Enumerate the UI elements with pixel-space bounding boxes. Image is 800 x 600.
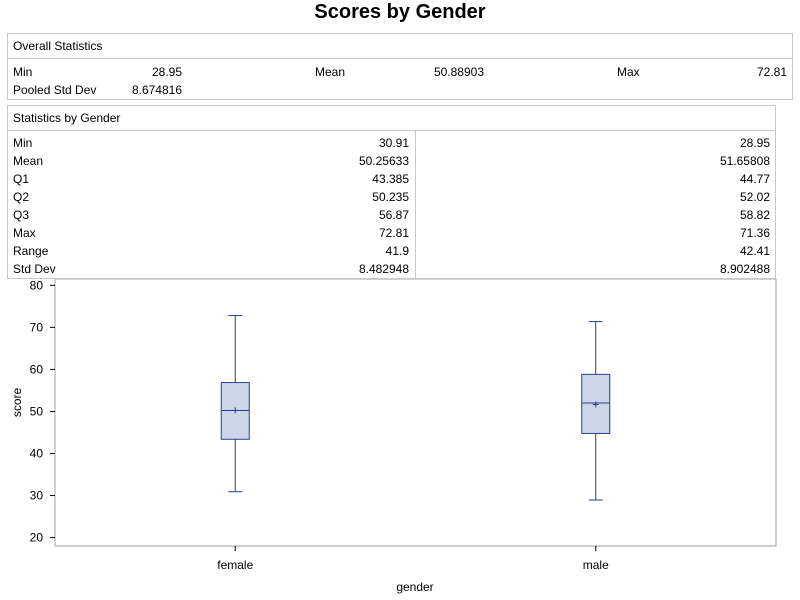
stat-male-value: 28.95 — [739, 136, 770, 150]
overall-pooled-std-dev-label: Pooled Std Dev — [13, 83, 97, 97]
statistics-by-gender-table: Statistics by Gender Min 30.91 28.95 Mean 50… — [7, 105, 776, 279]
stat-male-value: 71.36 — [739, 226, 770, 240]
stat-male-value: 58.82 — [739, 208, 770, 222]
stat-male-value: 51.65808 — [719, 154, 770, 168]
stat-row-label: Min — [13, 136, 33, 150]
y-tick-label: 60 — [30, 362, 44, 376]
stat-male-value: 42.41 — [739, 244, 770, 258]
stat-row-label: Max — [13, 226, 36, 240]
overall-mean-value: 50.88903 — [433, 65, 484, 79]
box-plot-chart: 20 30 40 50 60 70 80 score female male gender — [10, 279, 777, 594]
stat-female-value: 50.235 — [372, 190, 409, 204]
overall-max-value: 72.81 — [756, 65, 787, 79]
x-tick-label: male — [583, 558, 609, 572]
overall-statistics-table: Overall Statistics Min 28.95 Mean 50.889… — [7, 33, 793, 100]
overall-min-label: Min — [13, 65, 33, 79]
overall-statistics-header: Overall Statistics — [8, 34, 792, 59]
y-axis-label: score — [10, 388, 24, 418]
stat-female-value: 72.81 — [378, 226, 409, 240]
y-tick-label: 20 — [30, 531, 44, 545]
x-axis-label: gender — [396, 580, 433, 594]
y-tick-label: 50 — [30, 404, 44, 418]
stat-row-label: Q3 — [13, 208, 30, 222]
stat-male-value: 8.902488 — [719, 262, 770, 276]
stat-female-value: 50.25633 — [358, 154, 409, 168]
column-divider — [415, 130, 416, 278]
stat-female-value: 41.9 — [385, 244, 409, 258]
stat-male-value: 52.02 — [739, 190, 770, 204]
stat-row-label: Q1 — [13, 172, 30, 186]
plot-frame — [54, 279, 777, 547]
overall-max-label: Max — [617, 65, 640, 79]
overall-pooled-std-dev-value: 8.674816 — [131, 83, 182, 97]
stat-male-value: 44.77 — [739, 172, 770, 186]
y-tick-label: 80 — [30, 279, 44, 292]
stat-row-label: Q2 — [13, 190, 30, 204]
y-tick-label: 40 — [30, 446, 44, 460]
y-tick-label: 30 — [30, 489, 44, 503]
stat-female-value: 56.87 — [378, 208, 409, 222]
y-tick-label: 70 — [30, 320, 44, 334]
overall-mean-label: Mean — [315, 65, 346, 79]
statistics-by-gender-header: Statistics by Gender — [8, 106, 775, 131]
stat-female-value: 30.91 — [378, 136, 409, 150]
stat-row-label: Range — [13, 244, 49, 258]
stat-row-label: Std Dev — [13, 262, 56, 276]
overall-min-value: 28.95 — [151, 65, 182, 79]
page-title: Scores by Gender — [314, 1, 486, 23]
stat-row-label: Mean — [13, 154, 44, 168]
stat-female-value: 43.385 — [372, 172, 409, 186]
stat-female-value: 8.482948 — [358, 262, 409, 276]
x-tick-label: female — [217, 558, 253, 572]
